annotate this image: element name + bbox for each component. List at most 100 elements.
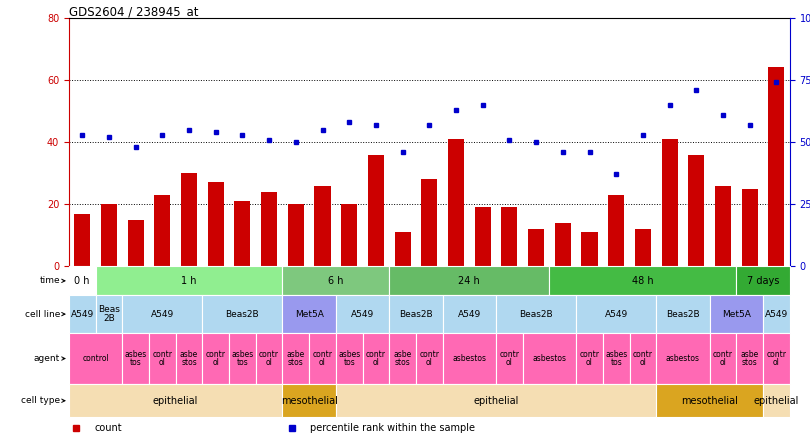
Bar [69, 295, 96, 333]
Bar [629, 333, 656, 384]
Text: asbe
stos: asbe stos [394, 350, 411, 367]
Text: control: control [82, 354, 109, 363]
Text: A549: A549 [70, 309, 94, 319]
Bar [122, 295, 202, 333]
Text: 24 h: 24 h [458, 276, 480, 286]
Bar [555, 223, 571, 266]
Bar [261, 192, 277, 266]
Bar [229, 333, 256, 384]
Bar [149, 333, 176, 384]
Bar [603, 333, 629, 384]
Text: A549: A549 [765, 309, 788, 319]
Bar [576, 295, 656, 333]
Bar [688, 155, 705, 266]
Bar [416, 333, 442, 384]
Text: contr
ol: contr ol [152, 350, 173, 367]
Text: cell type: cell type [21, 396, 60, 405]
Text: asbestos: asbestos [452, 354, 486, 363]
Bar [656, 333, 710, 384]
Bar [154, 195, 170, 266]
Bar [202, 333, 229, 384]
Text: mesothelial: mesothelial [281, 396, 338, 406]
Text: A549: A549 [458, 309, 481, 319]
Text: mesothelial: mesothelial [681, 396, 738, 406]
Text: asbestos: asbestos [666, 354, 700, 363]
Text: epithelial: epithelial [473, 396, 518, 406]
Bar [101, 204, 117, 266]
Text: Met5A: Met5A [722, 309, 751, 319]
Bar [715, 186, 731, 266]
Text: 7 days: 7 days [747, 276, 779, 286]
Bar [75, 214, 90, 266]
Bar [202, 295, 283, 333]
Text: asbes
tos: asbes tos [605, 350, 627, 367]
Bar [608, 195, 625, 266]
Text: cell line: cell line [25, 309, 60, 319]
Text: time: time [40, 276, 60, 285]
Bar [234, 201, 250, 266]
Text: epithelial: epithelial [754, 396, 799, 406]
Bar [336, 333, 363, 384]
Bar [283, 266, 390, 295]
Text: 0 h: 0 h [75, 276, 90, 286]
Bar [96, 266, 283, 295]
Text: asbes
tos: asbes tos [338, 350, 360, 367]
Text: contr
ol: contr ol [366, 350, 386, 367]
Bar [763, 295, 790, 333]
Text: Beas2B: Beas2B [666, 309, 700, 319]
Bar [736, 333, 763, 384]
Text: Beas2B: Beas2B [519, 309, 553, 319]
Bar [710, 333, 736, 384]
Bar [207, 182, 224, 266]
Text: contr
ol: contr ol [633, 350, 653, 367]
Bar [582, 232, 598, 266]
Text: asbestos: asbestos [532, 354, 566, 363]
Bar [283, 384, 336, 417]
Text: Met5A: Met5A [295, 309, 323, 319]
Bar [710, 295, 763, 333]
Bar [662, 139, 678, 266]
Bar [522, 333, 576, 384]
Text: GDS2604 / 238945_at: GDS2604 / 238945_at [69, 5, 198, 18]
Bar [496, 333, 522, 384]
Text: asbes
tos: asbes tos [232, 350, 254, 367]
Text: asbe
stos: asbe stos [180, 350, 198, 367]
Bar [309, 333, 336, 384]
Bar [549, 266, 736, 295]
Bar [763, 384, 790, 417]
Bar [742, 189, 757, 266]
Text: 6 h: 6 h [328, 276, 343, 286]
Text: contr
ol: contr ol [313, 350, 332, 367]
Bar [635, 229, 651, 266]
Bar [368, 155, 384, 266]
Bar [769, 67, 784, 266]
Text: asbe
stos: asbe stos [740, 350, 759, 367]
Bar [256, 333, 283, 384]
Bar [656, 384, 763, 417]
Bar [390, 333, 416, 384]
Text: 1 h: 1 h [181, 276, 197, 286]
Text: contr
ol: contr ol [579, 350, 599, 367]
Bar [122, 333, 149, 384]
Text: A549: A549 [604, 309, 628, 319]
Bar [390, 266, 549, 295]
Bar [283, 295, 336, 333]
Bar [496, 295, 576, 333]
Text: count: count [94, 423, 122, 433]
Text: agent: agent [34, 354, 60, 363]
Bar [656, 295, 710, 333]
Bar [336, 295, 390, 333]
Bar [390, 295, 442, 333]
Text: 48 h: 48 h [632, 276, 654, 286]
Bar [96, 295, 122, 333]
Text: Beas
2B: Beas 2B [98, 305, 120, 323]
Bar [442, 295, 496, 333]
Text: A549: A549 [351, 309, 374, 319]
Text: contr
ol: contr ol [420, 350, 439, 367]
Bar [501, 207, 518, 266]
Bar [528, 229, 544, 266]
Bar [576, 333, 603, 384]
Bar [336, 384, 656, 417]
Bar [363, 333, 390, 384]
Bar [442, 333, 496, 384]
